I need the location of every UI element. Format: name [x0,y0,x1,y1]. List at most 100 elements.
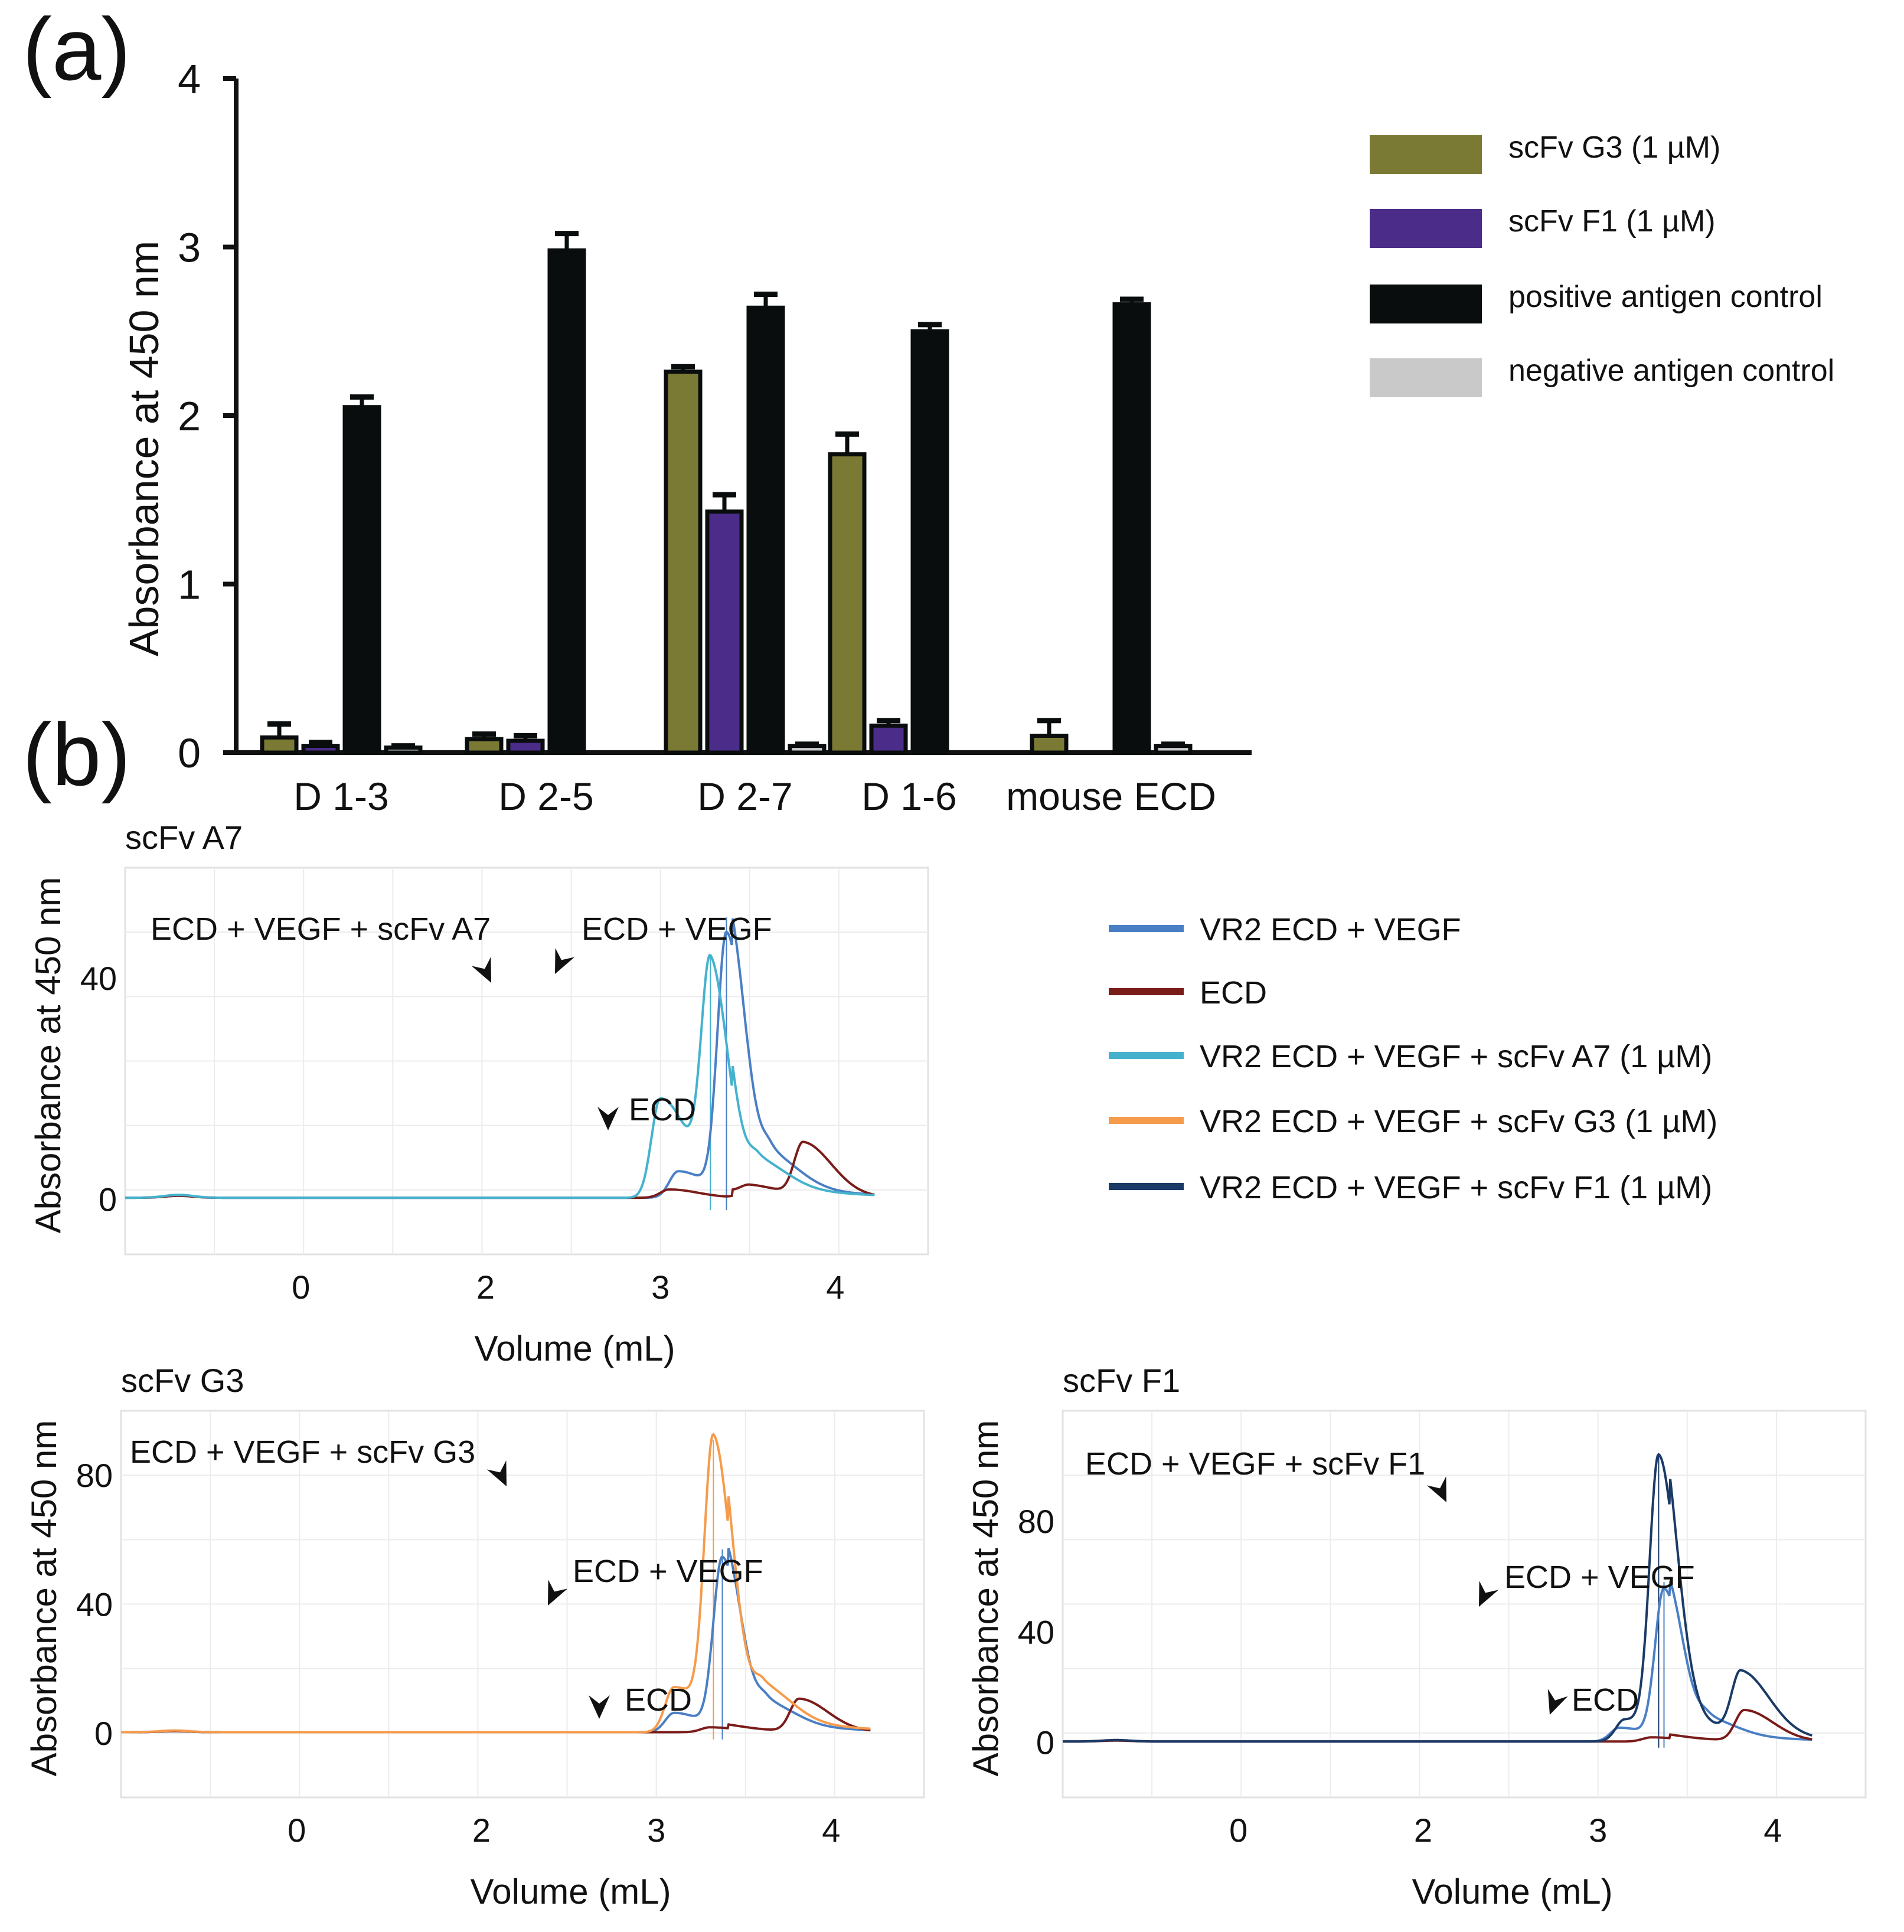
y-axis-title: Absorbance at 450 nm [121,241,167,656]
legend-label: scFv F1 (1 µM) [1508,204,1716,238]
annotation-arrow [589,1695,610,1719]
annotation-arrow [548,1580,568,1606]
annotation-arrow [555,948,575,974]
bar-scfv-g3-1-m-d-1-3 [260,735,299,755]
x-tick-label: mouse ECD [1006,774,1216,818]
y-tick-label: 4 [178,56,201,102]
legend-label: VR2 ECD + VEGF + scFv G3 (1 µM) [1200,1104,1717,1139]
x-axis-title: Volume (mL) [1412,1872,1613,1911]
legend-swatch-scfv-f1-1-m [1370,209,1482,248]
panel-a-label: (a) [22,0,130,99]
x-tick-label: D 1-3 [293,774,388,818]
x-tick-label: D 2-7 [697,774,792,818]
legend-swatch-positive-antigen-control [1370,285,1482,323]
y-tick-label: 0 [99,1181,117,1218]
chart-title: scFv G3 [121,1362,244,1399]
bar-scfv-f1-1-m-d-2-7 [705,509,744,755]
y-tick-label: 0 [94,1715,113,1752]
y-tick-label: 2 [178,393,201,439]
series-line-ecd [1063,1708,1812,1743]
annotation-label: ECD + VEGF [573,1554,763,1589]
x-axis-title: Volume (mL) [475,1329,675,1368]
legend-label: ECD [1200,975,1267,1011]
annotation-arrow [1426,1476,1446,1502]
legend-label: scFv G3 (1 µM) [1508,130,1720,165]
legend-label: VR2 ECD + VEGF + scFv F1 (1 µM) [1200,1170,1712,1205]
series-line-vr2-ecd-vegf-scfv-g3-1-m [121,1433,871,1734]
annotation-label: ECD [629,1092,696,1127]
bar-scfv-f1-1-m-d-2-5 [506,738,545,755]
annotation-label: ECD + VEGF + scFv G3 [130,1434,475,1470]
x-tick-label: 2 [1414,1812,1432,1849]
x-tick-label: D 2-5 [498,774,593,818]
y-axis-title: Absorbance at 450 nm [966,1420,1005,1777]
annotation-label: ECD + VEGF + scFv F1 [1085,1446,1425,1482]
x-tick-label: 4 [826,1269,844,1306]
bar-positive-antigen-control-d-2-5 [547,248,586,755]
x-tick-label: 4 [1763,1812,1782,1849]
y-tick-label: 0 [1036,1724,1054,1761]
bar-scfv-f1-1-m-d-1-3 [301,744,340,755]
x-tick-label: 2 [476,1269,495,1306]
annotation-arrow [1547,1689,1568,1715]
bar-positive-antigen-control-d-1-3 [342,405,381,755]
x-tick-label: 3 [647,1812,665,1849]
bar-scfv-g3-1-m-d-2-5 [465,737,504,755]
bar-legend: scFv G3 (1 µM) scFv F1 (1 µM) positive ant… [1370,130,1834,397]
legend-label: positive antigen control [1508,280,1823,314]
line-legend: VR2 ECD + VEGF ECD VR2 ECD + VEGF + scFv A… [1109,912,1717,1205]
x-tick-label: 2 [472,1812,491,1849]
y-tick-label: 40 [80,960,117,997]
y-tick-label: 3 [178,225,201,271]
bar-positive-antigen-control-mouse-ecd [1112,302,1151,755]
chromatogram-scfv-g3: scFv G3 0 2 3 4 Volume (mL) 0 40 80 Absorbance at… [24,1362,925,1911]
bar-scfv-g3-1-m-d-2-7 [664,370,703,755]
x-tick-label: 0 [1229,1812,1247,1849]
y-axis-title: Absorbance at 450 nm [28,877,68,1234]
legend-label: VR2 ECD + VEGF + scFv A7 (1 µM) [1200,1039,1712,1074]
annotation-arrow [1479,1581,1499,1607]
legend-swatch-scfv-g3-1-m [1370,135,1482,174]
x-tick-label: 3 [1589,1812,1607,1849]
legend-label: negative antigen control [1508,354,1834,388]
bar-scfv-g3-1-m-d-1-6 [828,452,867,755]
x-tick-label: D 1-6 [861,774,956,818]
annotation-arrow [597,1107,619,1130]
x-tick-label: 0 [288,1812,306,1849]
y-tick-label: 40 [76,1586,113,1623]
annotation-label: ECD + VEGF + scFv A7 [151,911,491,947]
series-line-vr2-ecd-vegf [1063,1580,1812,1743]
bar-negative-antigen-control-d-2-7 [788,744,827,755]
series-line-vr2-ecd-vegf-scfv-a7-1-m [125,954,875,1199]
x-tick-label: 0 [292,1269,310,1306]
annotation-arrow [486,1460,507,1486]
y-tick-label: 80 [76,1457,113,1494]
series-line-vr2-ecd-vegf-scfv-f1-1-m [1063,1453,1812,1743]
chart-title: scFv F1 [1063,1362,1180,1399]
bar-positive-antigen-control-d-2-7 [746,305,785,755]
y-tick-label: 40 [1018,1613,1054,1650]
x-tick-label: 3 [651,1269,669,1306]
y-tick-label: 80 [1018,1503,1054,1540]
legend-swatch-negative-antigen-control [1370,358,1482,397]
annotation-label: ECD [1572,1682,1639,1718]
chromatogram-scfv-a7: scFv A7 0 2 3 4 Volume (mL) 0 40 Absorbance at 4… [28,819,929,1368]
chromatogram-scfv-f1: scFv F1 0 2 3 4 Volume (mL) 0 40 80 Absorbance at… [966,1362,1867,1911]
y-tick-label: 1 [178,562,201,608]
bar-scfv-g3-1-m-mouse-ecd [1030,733,1069,755]
series-line-ecd [121,1697,871,1734]
bar-positive-antigen-control-d-1-6 [910,329,949,755]
annotation-label: ECD + VEGF [582,911,772,947]
annotation-label: ECD + VEGF [1504,1560,1695,1595]
legend-label: VR2 ECD + VEGF [1200,912,1461,947]
y-axis-title: Absorbance at 450 nm [24,1420,64,1777]
panel-b-label: (b) [22,705,130,804]
x-tick-label: 4 [822,1812,840,1849]
y-tick-label: 0 [178,730,201,776]
chart-title: scFv A7 [125,819,243,856]
bar-scfv-f1-1-m-d-1-6 [869,723,908,755]
x-axis-title: Volume (mL) [471,1872,671,1911]
bar-chart: 0 1 2 3 4 Absorbance at 450 nm D 1-3 D 2-5 D 2-7… [121,56,1252,818]
annotation-arrow [471,957,491,983]
